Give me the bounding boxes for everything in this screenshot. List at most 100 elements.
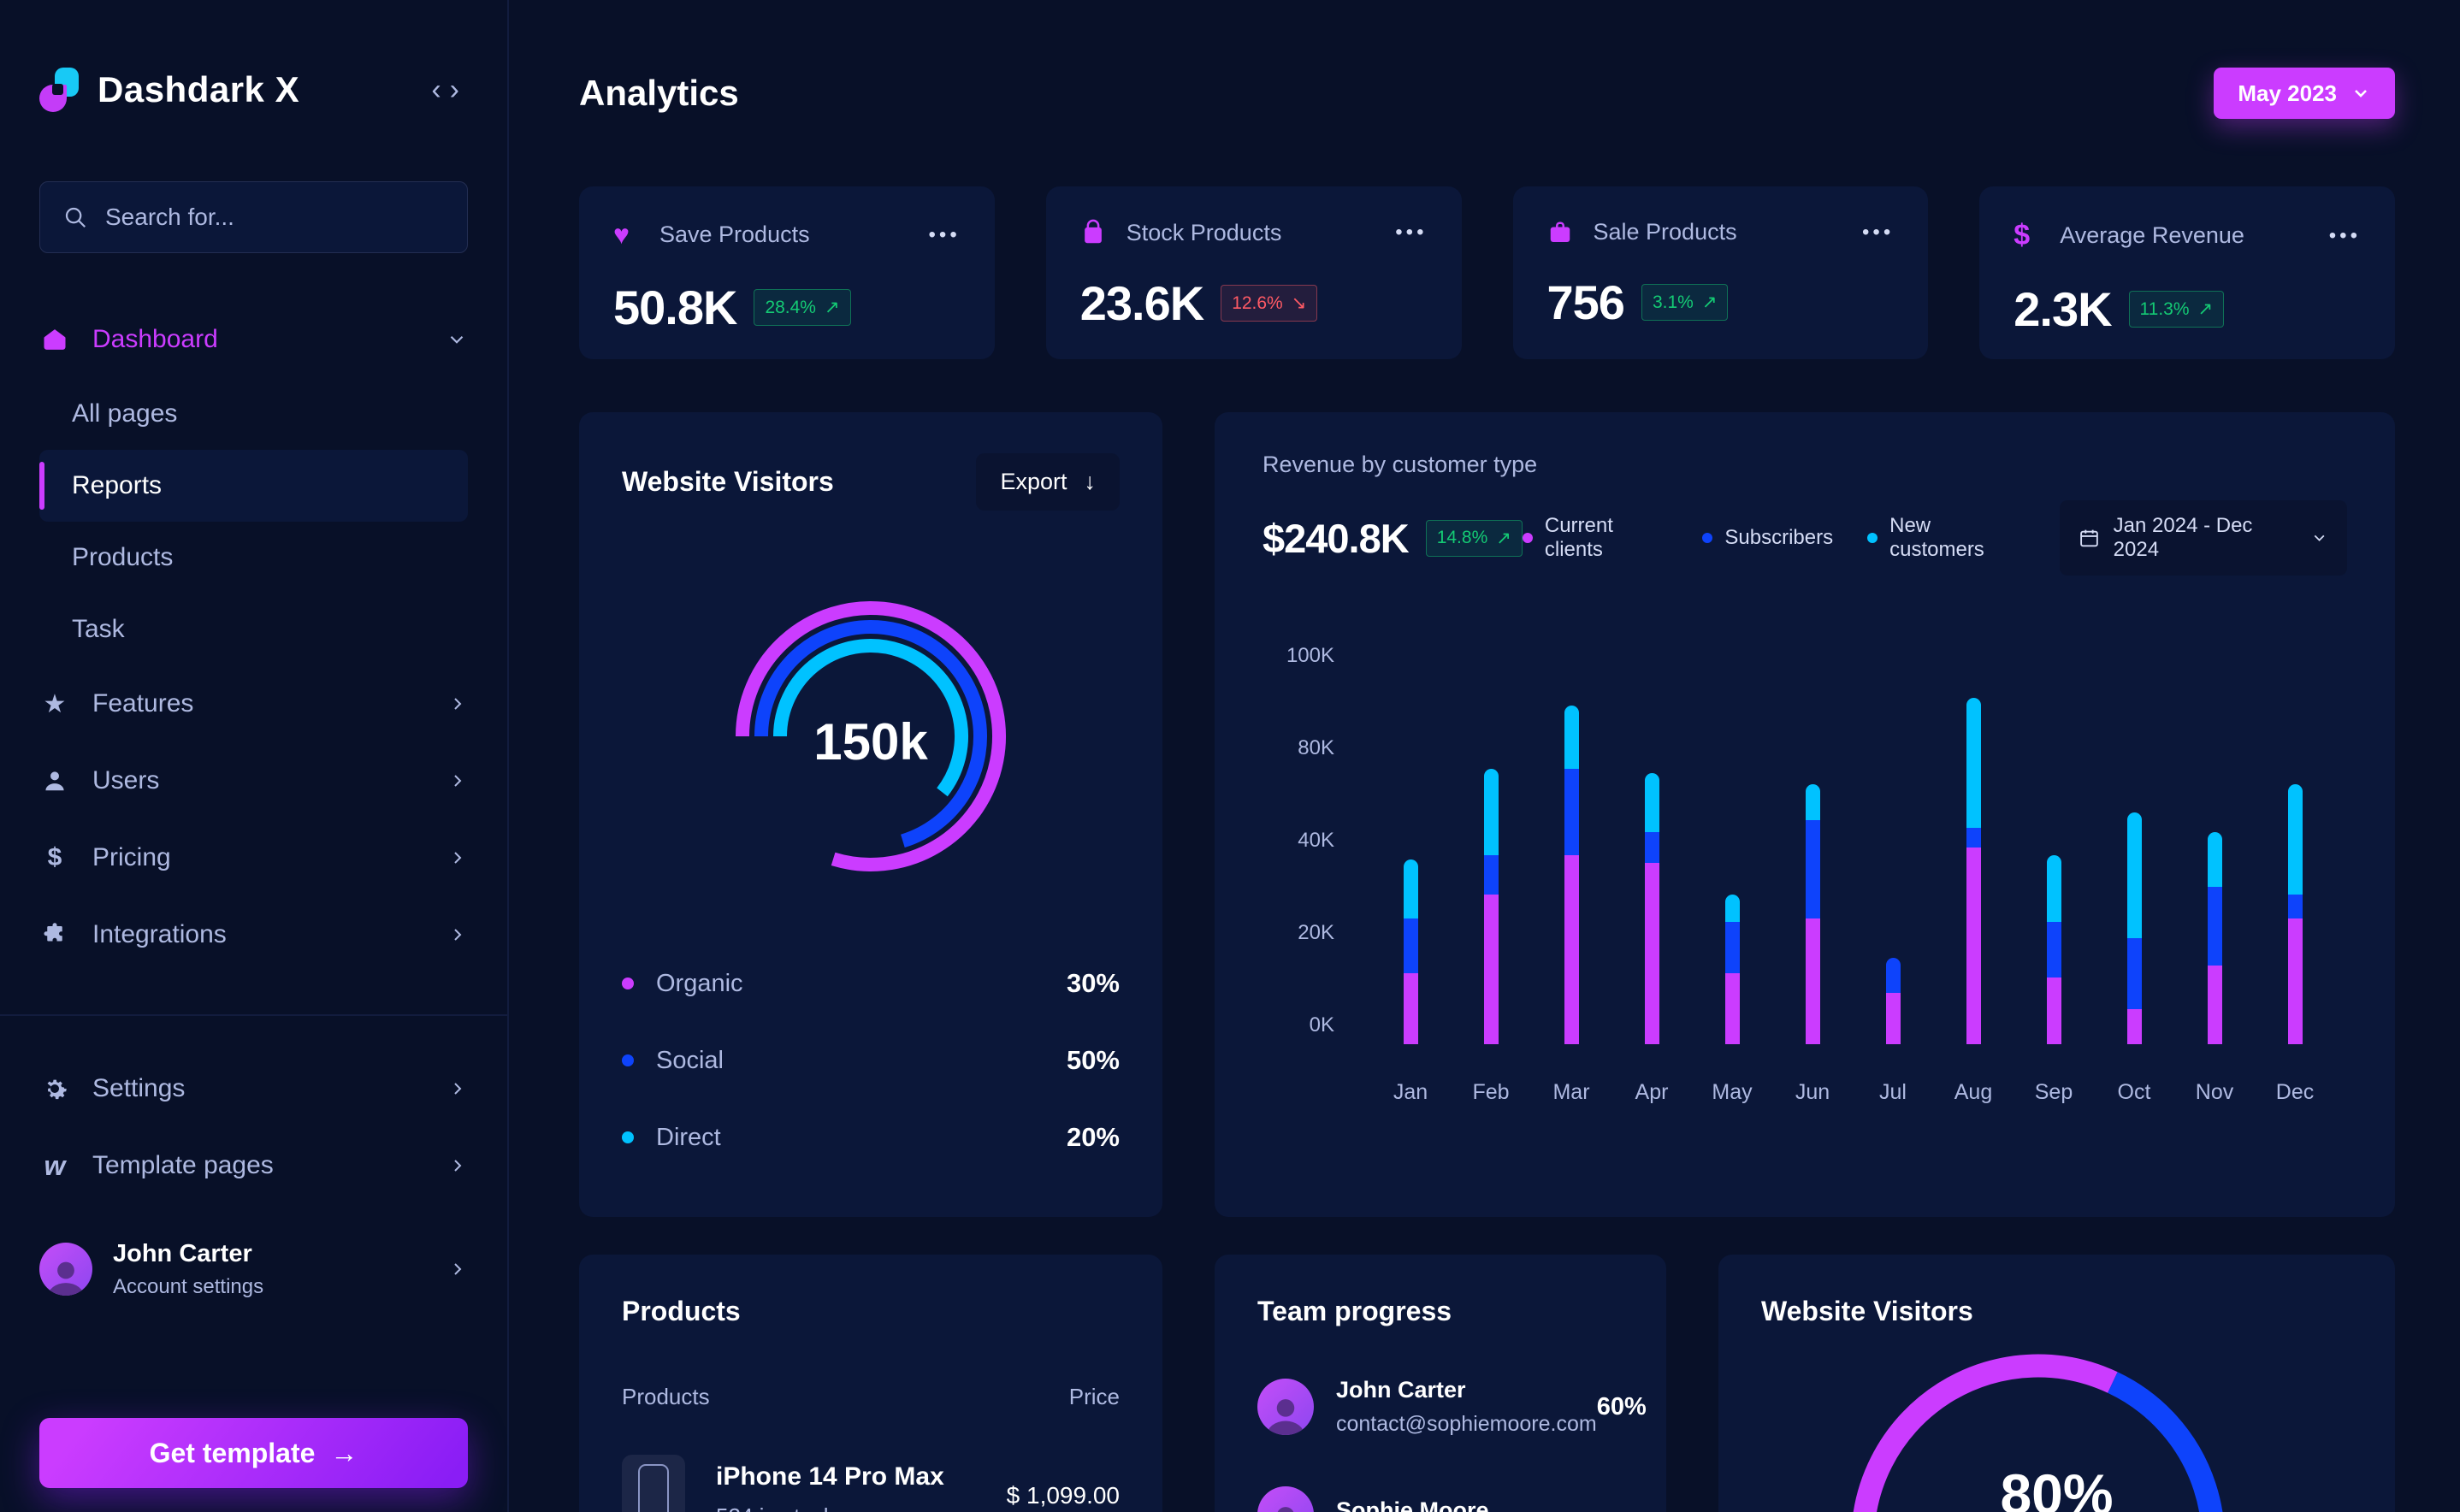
table-row[interactable]: iPhone 14 Pro Max 524 in stock $ 1,099.00 (622, 1455, 1120, 1512)
profile-name: John Carter (113, 1239, 252, 1267)
webflow-icon: w (44, 1149, 66, 1181)
nav-sections: ★ Features Users $ Pricing Integrations (39, 665, 468, 973)
legend-item-subscribers: Subscribers (1702, 526, 1833, 550)
arrow-down-icon: ↓ (1084, 469, 1097, 494)
bar-jun: Jun (1772, 651, 1853, 1104)
sidebar-item-task[interactable]: Task (72, 615, 125, 643)
more-options-icon[interactable]: ••• (1862, 220, 1895, 244)
bar-apr: Apr (1611, 651, 1692, 1104)
stat-card-stock-products: Stock Products ••• 23.6K 12.6% ↘ (1045, 186, 1462, 359)
x-axis-label: Aug (1954, 1080, 1993, 1104)
legend-item-new-customers: New customers (1867, 514, 2022, 562)
stat-card-save-products: ♥ Save Products ••• 50.8K 28.4% ↗ (579, 186, 995, 359)
member-progress: 60% (1596, 1392, 1647, 1420)
sidebar-item-pricing[interactable]: $ Pricing (39, 819, 468, 896)
profile-account-settings[interactable]: Account settings (113, 1274, 264, 1298)
x-axis-label: Jun (1795, 1080, 1830, 1104)
products-card: Products Products Price iPhone 14 Pro Ma… (579, 1255, 1162, 1512)
sidebar-item-all-pages[interactable]: All pages (72, 399, 178, 428)
revenue-legend: Current clients Subscribers New customers (1522, 514, 2022, 562)
x-axis-label: Jul (1879, 1080, 1907, 1104)
bar-nov: Nov (2174, 651, 2255, 1104)
puzzle-icon (44, 923, 62, 942)
more-options-icon[interactable]: ••• (2328, 223, 2361, 247)
member-name: Sophie Moore (1336, 1497, 1489, 1512)
x-axis-label: Mar (1552, 1080, 1590, 1104)
product-price: $ 1,099.00 (1006, 1482, 1120, 1509)
y-axis-labels: 100K 80K 40K 20K 0K (1286, 644, 1334, 1037)
bag-icon (1080, 219, 1115, 246)
sidebar-item-template-pages[interactable]: w Template pages (39, 1127, 468, 1204)
more-options-icon[interactable]: ••• (1395, 221, 1428, 244)
stat-delta-badge: 3.1% ↗ (1641, 284, 1729, 321)
avatar (1257, 1379, 1314, 1435)
main-content: Analytics May 2023 ♥ Save Products ••• 50.8… (509, 0, 2460, 1512)
legend-row-direct: Direct 20% (622, 1099, 1120, 1176)
x-axis-label: Dec (2275, 1080, 2315, 1104)
get-template-button[interactable]: Get template → (39, 1418, 468, 1488)
heart-icon: ♥ (613, 219, 630, 250)
trend-up-icon: ↗ (2197, 299, 2214, 319)
bar-feb: Feb (1451, 651, 1531, 1104)
dashboard-subnav: All pages Reports Products Task (39, 378, 468, 665)
sidebar-item-dashboard[interactable]: Dashboard (39, 301, 468, 378)
sidebar: Dashdark X ‹› Dashboard All pages Reports… (0, 0, 509, 1512)
sidebar-item-features[interactable]: ★ Features (39, 665, 468, 742)
visitors-gauge-card: Website Visitors 80% (1718, 1255, 2395, 1512)
trend-up-icon: ↗ (824, 298, 840, 317)
table-rows: iPhone 14 Pro Max 524 in stock $ 1,099.00 (622, 1455, 1120, 1512)
chevron-right-icon (447, 771, 468, 791)
sidebar-item-integrations[interactable]: Integrations (39, 896, 468, 973)
export-button[interactable]: Export ↓ (976, 453, 1120, 511)
search-input[interactable] (105, 204, 445, 231)
stat-value: 23.6K (1079, 276, 1204, 330)
star-icon: ★ (43, 689, 67, 718)
bar-mar: Mar (1531, 651, 1611, 1104)
sidebar-divider (0, 1014, 507, 1016)
legend-row-organic: Organic 30% (622, 945, 1120, 1022)
team-member-row[interactable]: Sophie Moore (1257, 1486, 1623, 1512)
gear-icon (47, 1079, 67, 1100)
topbar: Analytics May 2023 (579, 67, 2395, 120)
user-icon (45, 771, 64, 791)
chevron-right-icon (447, 848, 468, 868)
chevron-right-icon (447, 1078, 468, 1099)
more-options-icon[interactable]: ••• (928, 222, 961, 246)
stat-delta-badge: 28.4% ↗ (754, 289, 851, 326)
donut-center-value: 150k (813, 713, 928, 771)
revenue-card: Revenue by customer type $240.8K 14.8% ↗ … (1215, 412, 2395, 1217)
stat-label: Save Products (659, 221, 810, 247)
x-axis-label: Feb (1472, 1080, 1510, 1104)
date-range-select[interactable]: Jan 2024 - Dec 2024 (2059, 500, 2347, 576)
stat-card-sale-products: Sale Products ••• 756 3.1% ↗ (1512, 186, 1929, 359)
sidebar-item-products[interactable]: Products (72, 543, 174, 571)
sidebar-item-reports[interactable]: Reports (39, 450, 468, 522)
bar-jan: Jan (1370, 651, 1451, 1104)
chevron-down-icon (446, 328, 468, 351)
card-title: Website Visitors (622, 466, 834, 497)
home-icon (39, 327, 70, 352)
sidebar-item-users[interactable]: Users (39, 742, 468, 819)
member-name: John Carter (1336, 1377, 1466, 1403)
period-select-button[interactable]: May 2023 (2214, 68, 2395, 119)
profile-row[interactable]: John Carter Account settings (39, 1230, 468, 1308)
chevron-right-icon (447, 694, 468, 714)
sidebar-item-settings[interactable]: Settings (39, 1050, 468, 1127)
team-member-row[interactable]: John Carter contact@sophiemoore.com 60% (1257, 1377, 1647, 1437)
sidebar-collapse-icons[interactable]: ‹› (431, 73, 468, 106)
arrow-right-icon: → (330, 1437, 358, 1468)
legend-item-current-clients: Current clients (1522, 514, 1669, 562)
x-axis-label: Nov (2195, 1080, 2234, 1104)
legend-row-social: Social 50% (622, 1022, 1120, 1099)
product-image (622, 1455, 685, 1512)
x-axis-label: Sep (2034, 1080, 2073, 1104)
product-stock: 524 in stock (716, 1503, 944, 1512)
bar-aug: Aug (1933, 651, 2014, 1104)
stat-label: Average Revenue (2060, 222, 2244, 248)
dollar-icon: $ (2014, 219, 2031, 251)
bar-may: May (1692, 651, 1772, 1104)
search-icon (65, 207, 86, 228)
gauge-donut-chart (1853, 1354, 2222, 1512)
search-box[interactable] (39, 181, 468, 253)
